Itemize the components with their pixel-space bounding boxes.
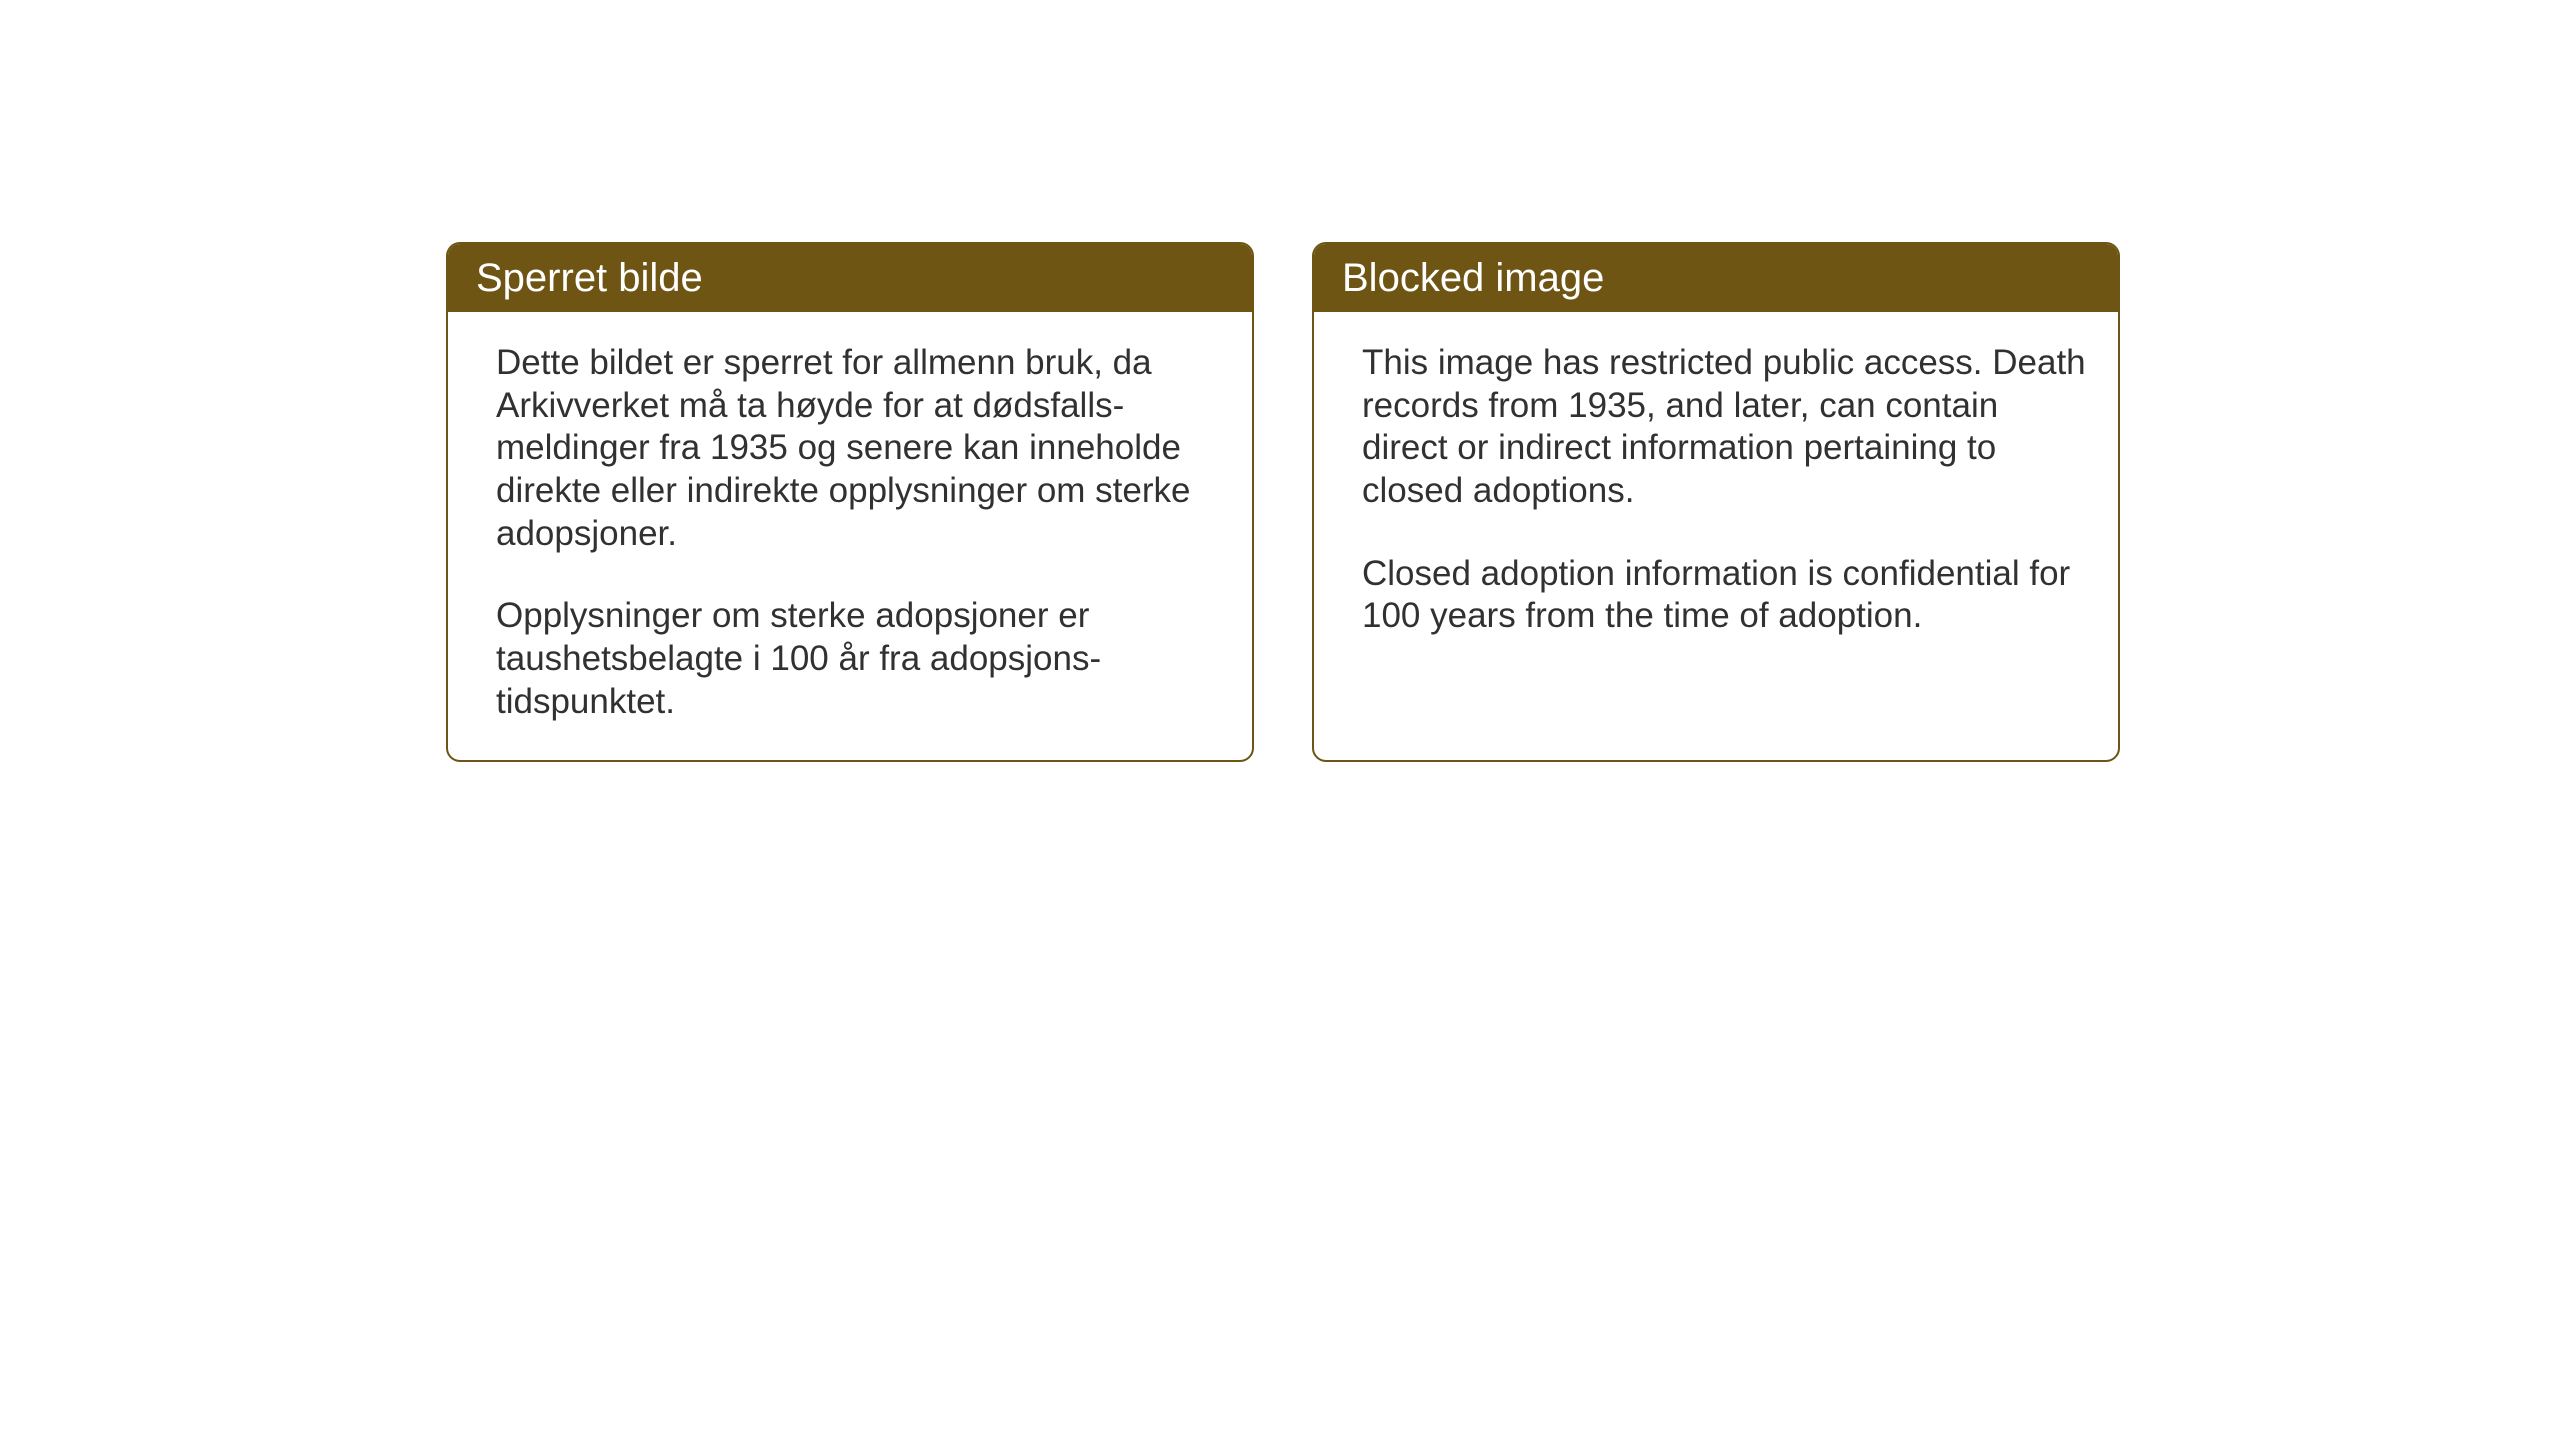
paragraph-norwegian-1: Dette bildet er sperret for allmenn bruk… [496, 342, 1222, 555]
card-body-english: This image has restricted public access.… [1314, 312, 2118, 674]
card-header-norwegian: Sperret bilde [448, 244, 1252, 312]
card-english: Blocked image This image has restricted … [1312, 242, 2120, 762]
paragraph-english-1: This image has restricted public access.… [1362, 342, 2088, 513]
card-norwegian: Sperret bilde Dette bildet er sperret fo… [446, 242, 1254, 762]
paragraph-norwegian-2: Opplysninger om sterke adopsjoner er tau… [496, 595, 1222, 723]
paragraph-english-2: Closed adoption information is confident… [1362, 553, 2088, 638]
card-header-english: Blocked image [1314, 244, 2118, 312]
card-body-norwegian: Dette bildet er sperret for allmenn bruk… [448, 312, 1252, 760]
cards-container: Sperret bilde Dette bildet er sperret fo… [0, 0, 2560, 762]
